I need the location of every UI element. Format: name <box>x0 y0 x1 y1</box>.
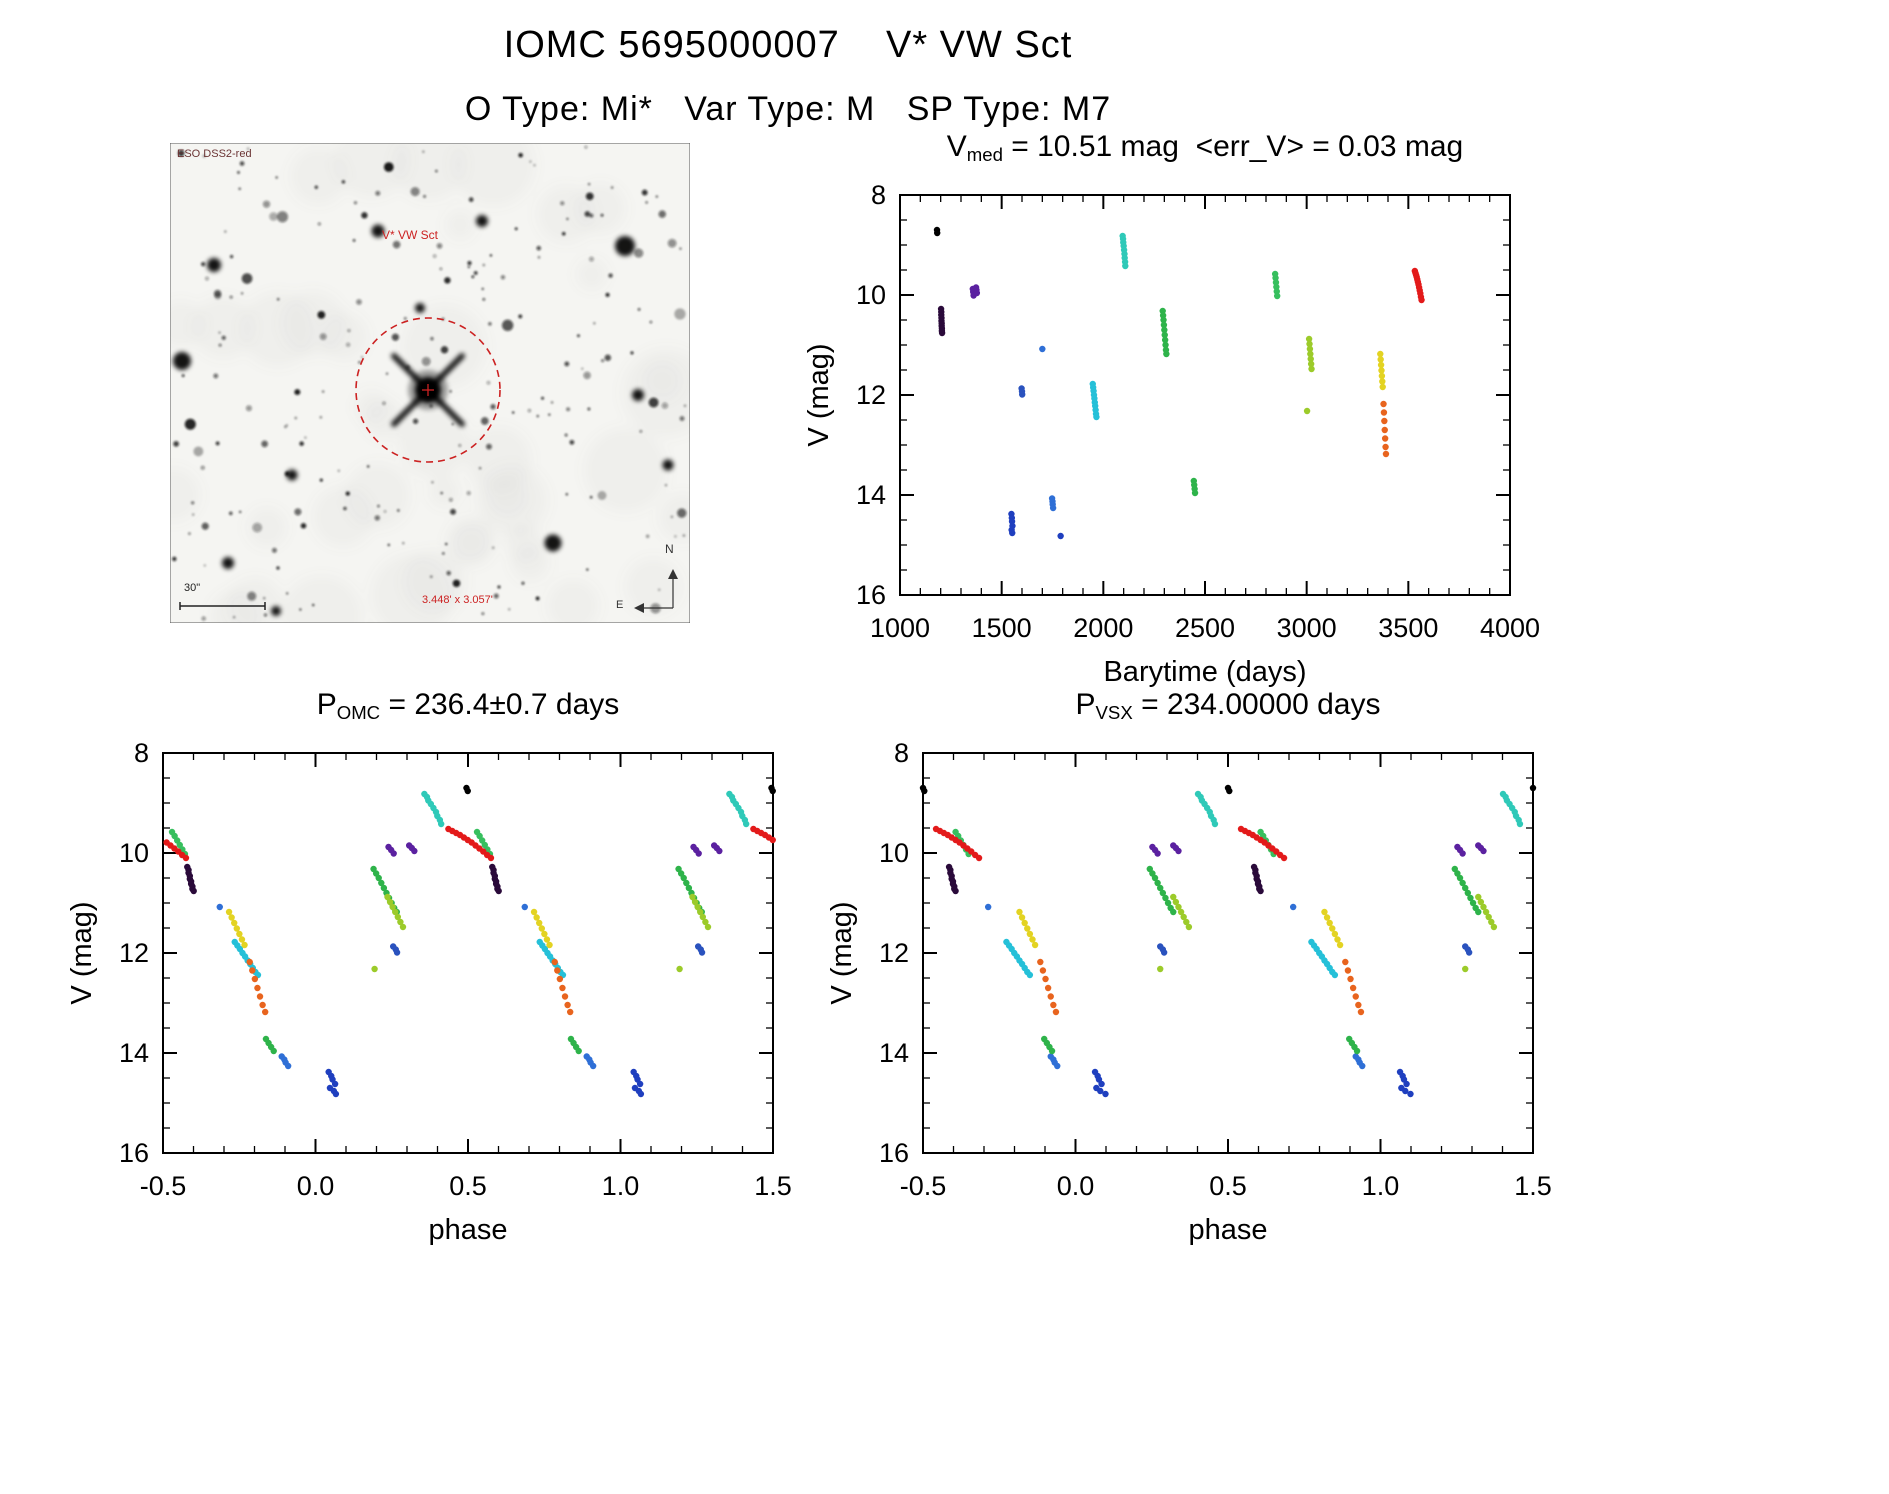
svg-text:2500: 2500 <box>1175 613 1235 643</box>
svg-text:1000: 1000 <box>870 613 930 643</box>
title-subscript: OMC <box>336 702 381 724</box>
svg-text:1500: 1500 <box>972 613 1032 643</box>
svg-text:14: 14 <box>856 480 886 510</box>
svg-text:0.0: 0.0 <box>1057 1171 1095 1201</box>
svg-text:4000: 4000 <box>1480 613 1540 643</box>
svg-text:8: 8 <box>134 738 149 768</box>
phase-vsx-plot: -0.5 0.0 0.5 1.0 1.5 8 10 12 14 16 phase V (mag) <box>826 738 1552 1246</box>
compass-north-label: N <box>665 542 674 556</box>
svg-text:-0.5: -0.5 <box>900 1171 947 1201</box>
svg-text:Barytime (days): Barytime (days) <box>1103 656 1306 688</box>
lightcurve-chart: Vmed = 10.51 mag <err_V> = 0.03 mag 1000… <box>795 130 1575 715</box>
finder-survey-label: ESO DSS2-red <box>177 148 252 160</box>
svg-text:1.0: 1.0 <box>1362 1171 1400 1201</box>
svg-text:2000: 2000 <box>1073 613 1133 643</box>
finder-scalebar-label: 30" <box>184 582 201 594</box>
svg-text:0.0: 0.0 <box>297 1171 335 1201</box>
lightcurve-title: Vmed = 10.51 mag <err_V> = 0.03 mag <box>900 130 1510 166</box>
svg-text:12: 12 <box>879 938 909 968</box>
svg-text:16: 16 <box>119 1138 149 1168</box>
finder-chart: ESO DSS2-red V* VW Sct 30" 3.448' x 3.05… <box>170 143 690 623</box>
finder-starfield-image <box>170 143 690 623</box>
svg-text:phase: phase <box>1188 1214 1267 1246</box>
page-title: IOMC 5695000007 V* VW Sct <box>503 24 1073 66</box>
phase-omc-chart: POMC = 236.4±0.7 days -0.5 0.0 0.5 1.0 1.5 8 1… <box>58 688 838 1273</box>
svg-text:1.5: 1.5 <box>1514 1171 1552 1201</box>
title-value: = 236.4±0.7 days <box>380 688 620 721</box>
svg-text:16: 16 <box>879 1138 909 1168</box>
title-symbol: V <box>946 130 967 163</box>
finder-fov-label: 3.448' x 3.057' <box>422 594 493 606</box>
phase-omc-plot: -0.5 0.0 0.5 1.0 1.5 8 10 12 14 16 phase V (mag) <box>66 738 792 1246</box>
svg-text:10: 10 <box>119 838 149 868</box>
svg-text:14: 14 <box>119 1038 149 1068</box>
svg-text:8: 8 <box>894 738 909 768</box>
page-subtitle: O Type: Mi* Var Type: M SP Type: M7 <box>464 90 1112 128</box>
svg-text:8: 8 <box>871 180 886 210</box>
lightcurve-plot: 1000 1500 2000 2500 3000 3500 4000 8 10 12 14 16 Bar… <box>803 180 1540 688</box>
finder-target-label: V* VW Sct <box>382 228 439 242</box>
phase-vsx-title: PVSX = 234.00000 days <box>923 688 1533 724</box>
svg-text:10: 10 <box>856 280 886 310</box>
svg-text:0.5: 0.5 <box>449 1171 487 1201</box>
compass-east-label: E <box>616 599 624 611</box>
svg-text:-0.5: -0.5 <box>140 1171 187 1201</box>
svg-text:1.0: 1.0 <box>602 1171 640 1201</box>
svg-text:V (mag): V (mag) <box>803 343 835 446</box>
svg-text:3000: 3000 <box>1277 613 1337 643</box>
title-value: = 234.00000 days <box>1132 688 1381 721</box>
svg-text:V (mag): V (mag) <box>66 901 98 1004</box>
title-symbol: P <box>316 688 337 721</box>
svg-text:1.5: 1.5 <box>754 1171 792 1201</box>
title-subscript: VSX <box>1095 702 1133 724</box>
svg-text:3500: 3500 <box>1378 613 1438 643</box>
phase-omc-title: POMC = 236.4±0.7 days <box>163 688 773 724</box>
svg-text:10: 10 <box>879 838 909 868</box>
svg-text:14: 14 <box>879 1038 909 1068</box>
title-subscript: med <box>966 144 1003 166</box>
svg-text:12: 12 <box>856 380 886 410</box>
svg-text:V (mag): V (mag) <box>826 901 858 1004</box>
svg-text:0.5: 0.5 <box>1209 1171 1247 1201</box>
svg-text:12: 12 <box>119 938 149 968</box>
phase-vsx-chart: PVSX = 234.00000 days -0.5 0.0 0.5 1.0 1.5 8 1… <box>818 688 1598 1273</box>
svg-text:16: 16 <box>856 580 886 610</box>
title-symbol: P <box>1075 688 1096 721</box>
svg-text:phase: phase <box>428 1214 507 1246</box>
title-value: = 10.51 mag <err_V> = 0.03 mag <box>1002 130 1464 163</box>
